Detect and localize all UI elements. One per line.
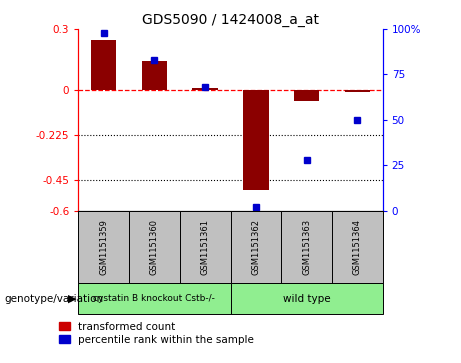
Bar xyxy=(78,283,230,314)
Bar xyxy=(294,90,319,101)
Text: ▶: ▶ xyxy=(68,294,76,303)
Bar xyxy=(332,211,383,283)
Legend: transformed count, percentile rank within the sample: transformed count, percentile rank withi… xyxy=(55,318,258,349)
Text: genotype/variation: genotype/variation xyxy=(5,294,104,303)
Bar xyxy=(180,211,230,283)
Bar xyxy=(345,90,370,91)
Bar xyxy=(193,87,218,90)
Bar xyxy=(91,40,116,90)
Text: cystatin B knockout Cstb-/-: cystatin B knockout Cstb-/- xyxy=(94,294,215,303)
Bar xyxy=(243,90,268,190)
Title: GDS5090 / 1424008_a_at: GDS5090 / 1424008_a_at xyxy=(142,13,319,26)
Bar xyxy=(142,61,167,90)
Text: GSM1151363: GSM1151363 xyxy=(302,219,311,275)
Bar xyxy=(230,211,281,283)
Text: GSM1151360: GSM1151360 xyxy=(150,219,159,275)
Bar xyxy=(78,211,129,283)
Text: GSM1151361: GSM1151361 xyxy=(201,219,210,275)
Bar xyxy=(281,211,332,283)
Text: GSM1151364: GSM1151364 xyxy=(353,219,362,275)
Bar xyxy=(129,211,180,283)
Text: wild type: wild type xyxy=(283,294,331,303)
Text: GSM1151359: GSM1151359 xyxy=(99,219,108,275)
Text: GSM1151362: GSM1151362 xyxy=(251,219,260,275)
Bar xyxy=(230,283,383,314)
